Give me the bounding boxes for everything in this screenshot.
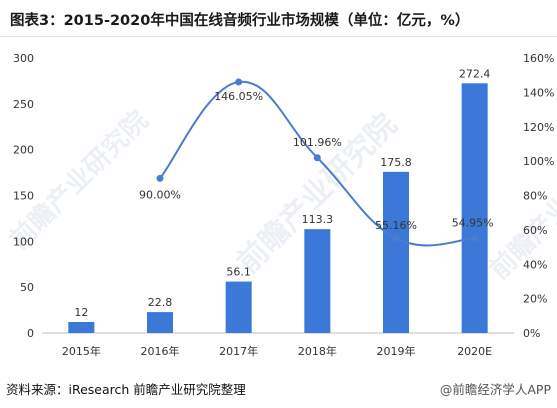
growth-value-label: 55.16% (375, 219, 417, 232)
bar (147, 312, 173, 333)
y-left-tick-label: 150 (13, 190, 34, 203)
bar (225, 281, 252, 333)
y-left-tick-label: 0 (27, 327, 34, 340)
y-left-tick-label: 50 (20, 281, 34, 294)
title-divider (0, 36, 557, 37)
bar-value-label: 22.8 (148, 296, 173, 309)
growth-point (471, 235, 479, 243)
y-right-tick-label: 140% (523, 86, 554, 99)
x-tick-label: 2018年 (298, 344, 337, 358)
chart-title: 图表3：2015-2020年中国在线音频行业市场规模（单位：亿元，%） (10, 13, 470, 29)
growth-value-label: 146.05% (214, 90, 263, 103)
y-right-tick-label: 40% (523, 258, 547, 271)
y-right-tick-label: 160% (523, 52, 554, 65)
bar-value-label: 12 (74, 306, 88, 319)
growth-point (235, 78, 243, 86)
growth-value-label: 90.00% (139, 188, 181, 201)
growth-point (156, 174, 164, 182)
growth-point (313, 154, 321, 162)
y-left-tick-label: 100 (13, 235, 34, 248)
growth-rate-line (159, 80, 475, 247)
y-right-tick-label: 0% (523, 327, 540, 340)
x-tick-label: 2016年 (141, 344, 180, 358)
y-right-tick-label: 60% (523, 224, 547, 237)
y-left-tick-label: 250 (13, 98, 34, 111)
x-tick-label: 2019年 (377, 344, 416, 358)
bar-value-label: 175.8 (380, 156, 412, 169)
source-note: 资料来源：iResearch 前瞻产业研究院整理 (6, 382, 246, 397)
bar (461, 83, 488, 333)
growth-point (392, 234, 400, 242)
growth-value-label: 101.96% (293, 136, 342, 149)
x-tick-label: 2017年 (219, 344, 258, 358)
credit-note: @前瞻经济学人APP (439, 382, 551, 397)
y-left-tick-label: 300 (13, 52, 34, 65)
y-right-tick-label: 120% (523, 121, 554, 134)
growth-value-label: 54.95% (452, 217, 494, 230)
bar-value-label: 272.4 (459, 67, 491, 80)
y-left-tick-label: 200 (13, 144, 34, 157)
bar-value-label: 113.3 (302, 213, 334, 226)
bar (68, 322, 95, 333)
bar-value-label: 56.1 (226, 266, 251, 279)
y-right-tick-label: 100% (523, 155, 554, 168)
y-right-tick-label: 20% (523, 293, 547, 306)
x-tick-label: 2020E (457, 345, 492, 358)
bar (304, 229, 331, 333)
bar (383, 171, 409, 333)
y-right-tick-label: 80% (523, 190, 547, 203)
x-tick-label: 2015年 (62, 344, 101, 358)
